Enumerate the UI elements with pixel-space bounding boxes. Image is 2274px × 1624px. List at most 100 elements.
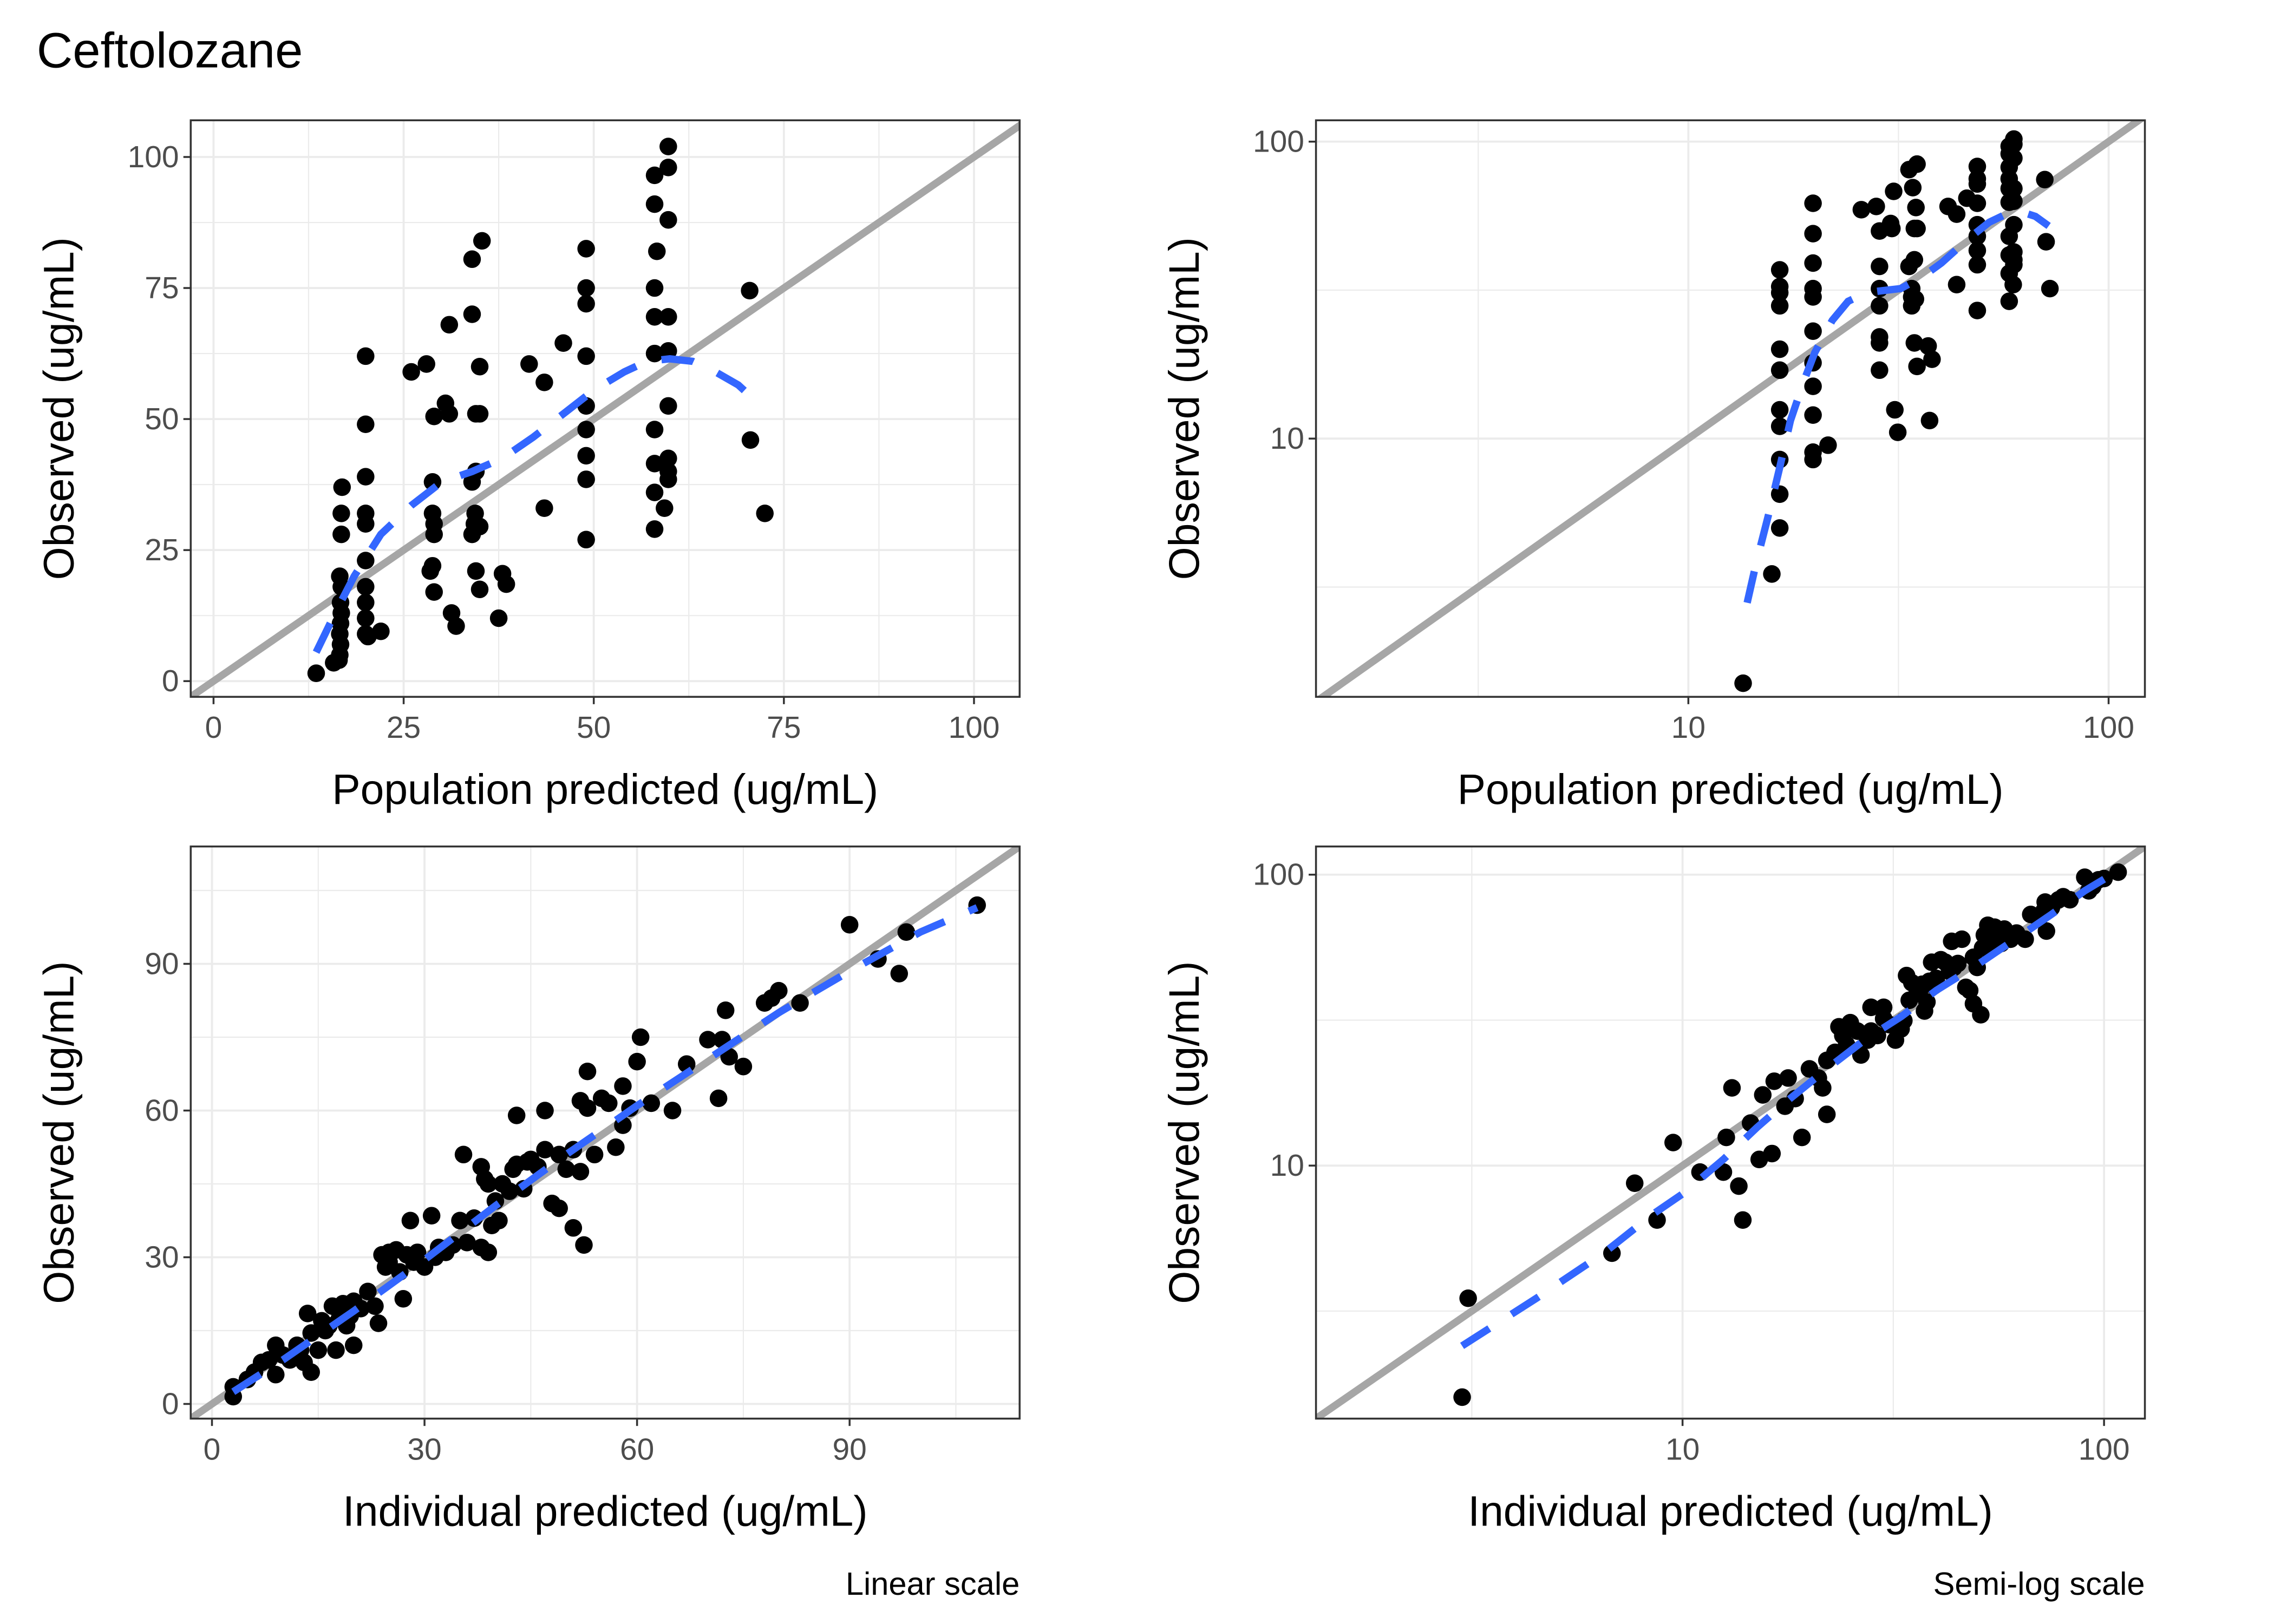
data-point [1763, 565, 1781, 583]
data-point [1648, 1211, 1666, 1229]
data-point [564, 1219, 583, 1237]
data-point [1819, 436, 1837, 454]
data-point [2037, 922, 2055, 940]
data-point [1871, 328, 1889, 346]
data-point [1770, 297, 1789, 315]
data-point [425, 408, 443, 425]
plot-area [191, 120, 1020, 697]
data-point [1968, 256, 1987, 274]
data-point [645, 195, 664, 213]
data-point [1763, 1144, 1781, 1163]
data-point [309, 1341, 328, 1359]
data-point [500, 1182, 519, 1200]
data-point [2005, 149, 2023, 167]
x-tick-label: 100 [948, 710, 999, 745]
data-point [645, 344, 664, 363]
data-point [422, 1207, 441, 1224]
data-point [645, 421, 664, 438]
data-point [332, 525, 350, 543]
y-axis-title: Observed (ug/mL) [1160, 961, 1208, 1304]
data-point [577, 531, 595, 549]
data-point [1804, 450, 1822, 469]
data-point [2005, 192, 2023, 210]
y-tick-label: 100 [1253, 125, 1304, 159]
data-point [259, 1351, 278, 1369]
data-point [2000, 292, 2018, 310]
data-point [2005, 180, 2023, 198]
data-point [578, 1099, 597, 1117]
data-point [1968, 302, 1987, 319]
data-point [2041, 279, 2059, 298]
data-point [577, 421, 595, 438]
data-point [734, 1057, 753, 1076]
data-point [1770, 519, 1789, 537]
data-point [741, 281, 759, 300]
data-point [327, 1341, 345, 1359]
data-point [1804, 322, 1822, 340]
data-point [791, 994, 809, 1012]
data-point [577, 294, 595, 313]
data-point [372, 622, 390, 640]
data-point [1804, 225, 1822, 243]
data-point [897, 923, 916, 941]
data-point [471, 405, 489, 423]
panel-caption: Linear scale [846, 1566, 1020, 1602]
data-point [1453, 1388, 1471, 1406]
data-point [1905, 334, 1924, 352]
y-tick-label: 90 [145, 946, 179, 981]
data-point [344, 1336, 363, 1354]
plot-area [191, 846, 1020, 1419]
y-tick-label: 10 [1270, 421, 1304, 456]
data-point [1948, 276, 1966, 294]
data-point [1770, 340, 1789, 358]
data-point [471, 580, 489, 599]
data-point [1730, 1177, 1748, 1195]
data-point [607, 1138, 625, 1156]
data-point [578, 1062, 597, 1081]
data-point [1904, 179, 1922, 197]
data-point [645, 520, 664, 538]
identity-line [191, 121, 1020, 697]
data-point [709, 1089, 728, 1108]
plot-area [1316, 846, 2145, 1419]
data-point [307, 664, 325, 682]
data-point [557, 1160, 576, 1178]
data-point [677, 1055, 696, 1073]
data-point [463, 250, 481, 269]
data-point [550, 1145, 568, 1164]
data-point [1923, 350, 1941, 368]
data-point [402, 363, 420, 381]
data-point [467, 562, 485, 580]
panel-border [190, 845, 1021, 1420]
data-point [357, 552, 375, 569]
data-point [1948, 205, 1966, 223]
data-point [1770, 401, 1789, 419]
data-point [1949, 954, 1967, 973]
data-point [447, 617, 465, 635]
data-point [440, 316, 459, 334]
data-point [716, 1001, 735, 1019]
y-tick-label: 75 [145, 271, 179, 305]
data-point [577, 240, 595, 258]
data-point [756, 505, 774, 522]
data-point [471, 358, 489, 376]
x-tick-label: 60 [620, 1432, 654, 1466]
data-point [423, 473, 442, 491]
y-tick-label: 30 [145, 1240, 179, 1274]
data-point [1908, 219, 1926, 238]
data-point [645, 483, 664, 501]
x-tick-label: 0 [205, 710, 223, 745]
data-point [451, 1212, 469, 1230]
data-point [890, 965, 909, 983]
data-point [520, 355, 538, 373]
panel-caption: Semi-log scale [1933, 1566, 2145, 1602]
data-point [659, 211, 677, 229]
panel-border [1315, 119, 2146, 698]
data-point [536, 1102, 554, 1119]
panel-population-predicted-log: 10 100 10 100 Population predicted (ug/mL) Ob… [1160, 119, 2146, 813]
data-point [1908, 357, 1926, 376]
data-point [1918, 993, 1936, 1011]
data-point [1968, 241, 1987, 259]
panel-border [190, 119, 1021, 698]
data-point [489, 609, 508, 627]
